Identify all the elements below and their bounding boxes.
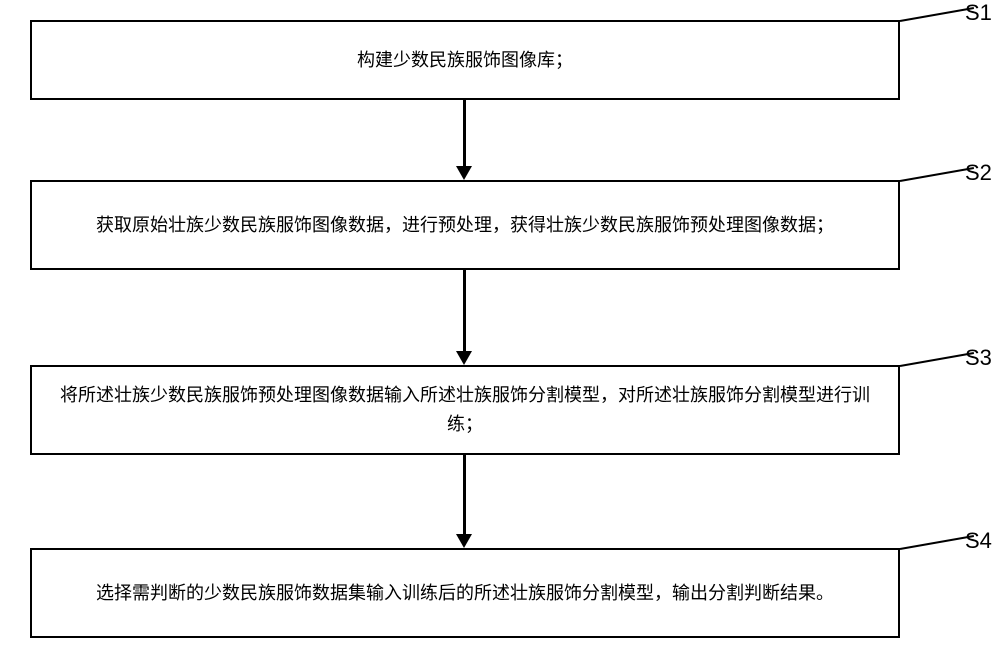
arrow-head-icon	[456, 166, 472, 180]
node-text: 获取原始壮族少数民族服饰图像数据，进行预处理，获得壮族少数民族服饰预处理图像数据…	[96, 211, 834, 240]
flow-arrow	[463, 455, 466, 534]
node-text: 选择需判断的少数民族服饰数据集输入训练后的所述壮族服饰分割模型，输出分割判断结果…	[96, 579, 834, 608]
node-text: 将所述壮族少数民族服饰预处理图像数据输入所述壮族服饰分割模型，对所述壮族服饰分割…	[52, 381, 878, 439]
step-label-s4: S4	[965, 528, 992, 554]
node-text: 构建少数民族服饰图像库；	[357, 46, 573, 75]
leader-line-s2	[900, 167, 974, 182]
flowchart-node-s3: 将所述壮族少数民族服饰预处理图像数据输入所述壮族服饰分割模型，对所述壮族服饰分割…	[30, 365, 900, 455]
flow-arrow	[463, 270, 466, 351]
flowchart-node-s4: 选择需判断的少数民族服饰数据集输入训练后的所述壮族服饰分割模型，输出分割判断结果…	[30, 548, 900, 638]
flow-arrow	[463, 100, 466, 166]
flowchart-container: 构建少数民族服饰图像库； S1 获取原始壮族少数民族服饰图像数据，进行预处理，获…	[0, 0, 1000, 658]
step-label-s1: S1	[965, 0, 992, 26]
flowchart-node-s2: 获取原始壮族少数民族服饰图像数据，进行预处理，获得壮族少数民族服饰预处理图像数据…	[30, 180, 900, 270]
flowchart-node-s1: 构建少数民族服饰图像库；	[30, 20, 900, 100]
step-label-s2: S2	[965, 160, 992, 186]
step-label-s3: S3	[965, 345, 992, 371]
arrow-head-icon	[456, 534, 472, 548]
leader-line-s4	[900, 535, 974, 550]
leader-line-s1	[900, 7, 974, 22]
arrow-head-icon	[456, 351, 472, 365]
leader-line-s3	[900, 352, 974, 367]
